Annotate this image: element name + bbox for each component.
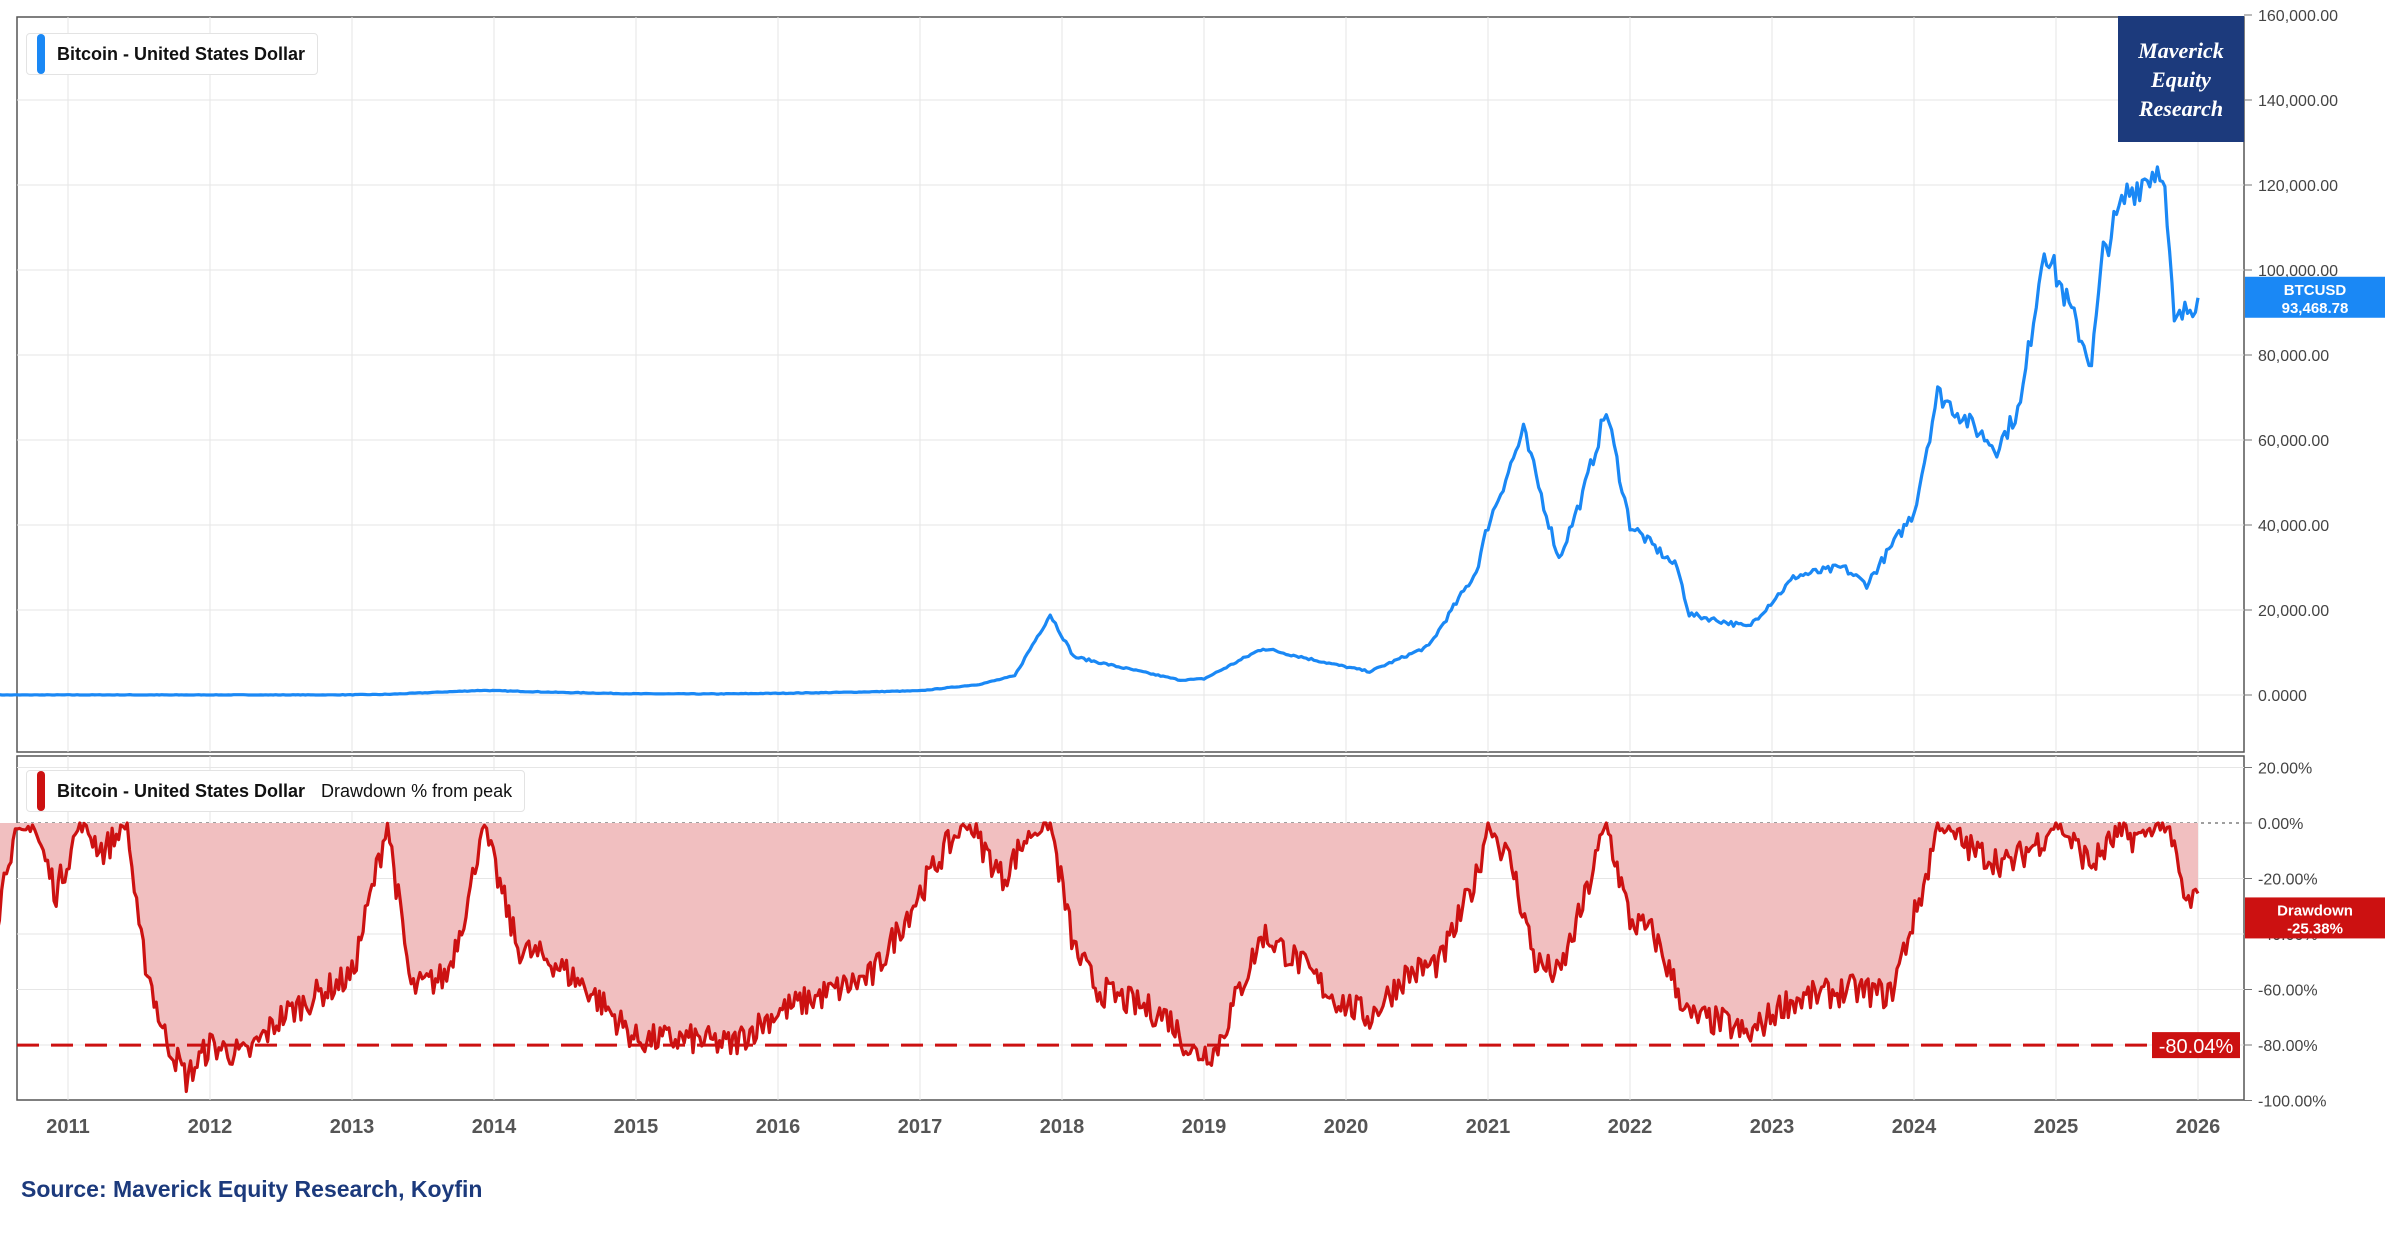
x-tick-label-2014: 2014 bbox=[472, 1116, 517, 1138]
drawdown-legend-metric: Drawdown % from peak bbox=[321, 780, 513, 801]
price-last-badge-value: 93,468.78 bbox=[2282, 300, 2349, 317]
drawdown-line bbox=[0, 821, 2200, 1094]
drawdown-legend-swatch bbox=[37, 771, 45, 811]
x-tick-label-2012: 2012 bbox=[188, 1116, 233, 1138]
y-tick-label-drawdown-4: -60.00% bbox=[2258, 983, 2318, 1000]
x-tick-label-2017: 2017 bbox=[898, 1116, 943, 1138]
x-tick-label-2024: 2024 bbox=[1892, 1116, 1937, 1138]
y-tick-label-drawdown-2: -20.00% bbox=[2258, 872, 2318, 889]
x-tick-label-2019: 2019 bbox=[1182, 1116, 1227, 1138]
drawdown-area bbox=[0, 823, 2198, 1092]
x-tick-label-2020: 2020 bbox=[1324, 1116, 1369, 1138]
maverick-logo: Maverick Equity Research bbox=[2118, 16, 2244, 142]
y-tick-label-price-2: 40,000.00 bbox=[2258, 518, 2329, 535]
price-last-badge bbox=[2245, 276, 2385, 318]
y-tick-label-drawdown-0: 20.00% bbox=[2258, 761, 2312, 778]
source-caption: Source: Maverick Equity Research, Koyfin bbox=[21, 1176, 483, 1202]
logo-line-3: Research bbox=[2138, 95, 2224, 121]
y-tick-label-price-0: 0.0000 bbox=[2258, 688, 2307, 705]
y-tick-label-price-6: 120,000.00 bbox=[2258, 178, 2338, 195]
drawdown-last-badge-name: Drawdown bbox=[2277, 902, 2353, 919]
y-tick-label-drawdown-1: 0.00% bbox=[2258, 816, 2303, 833]
logo-line-2: Equity bbox=[2151, 66, 2211, 92]
price-line bbox=[0, 165, 2200, 697]
drawdown-legend[interactable]: Bitcoin - United States Dollar Drawdown … bbox=[26, 770, 526, 812]
drawdown-last-badge bbox=[2245, 897, 2385, 939]
x-tick-label-2016: 2016 bbox=[756, 1116, 801, 1138]
y-tick-label-drawdown-6: -100.00% bbox=[2258, 1094, 2327, 1111]
price-legend-label: Bitcoin - United States Dollar bbox=[57, 43, 306, 64]
x-tick-label-2011: 2011 bbox=[46, 1116, 89, 1138]
drawdown-last-badge-value: -25.38% bbox=[2287, 920, 2343, 937]
x-tick-label-2018: 2018 bbox=[1040, 1116, 1085, 1138]
y-tick-label-price-8: 160,000.00 bbox=[2258, 8, 2338, 25]
logo-line-1: Maverick bbox=[2138, 37, 2224, 63]
x-tick-label-2021: 2021 bbox=[1466, 1116, 1511, 1138]
x-tick-label-2025: 2025 bbox=[2034, 1116, 2079, 1138]
y-tick-label-price-1: 20,000.00 bbox=[2258, 603, 2329, 620]
x-tick-label-2022: 2022 bbox=[1608, 1116, 1653, 1138]
x-tick-label-2013: 2013 bbox=[330, 1116, 375, 1138]
x-tick-label-2015: 2015 bbox=[614, 1116, 659, 1138]
price-last-badge-name: BTCUSD bbox=[2284, 282, 2347, 299]
drawdown-legend-label: Bitcoin - United States Dollar bbox=[57, 780, 306, 801]
y-tick-label-price-7: 140,000.00 bbox=[2258, 93, 2338, 110]
y-tick-label-price-3: 60,000.00 bbox=[2258, 433, 2329, 450]
x-tick-label-2026: 2026 bbox=[2176, 1116, 2221, 1138]
price-legend[interactable]: Bitcoin - United States Dollar bbox=[26, 33, 319, 75]
reference-line-label: -80.04% bbox=[2159, 1036, 2234, 1058]
y-tick-label-price-4: 80,000.00 bbox=[2258, 348, 2329, 365]
reference-line-badge bbox=[2152, 1032, 2240, 1059]
price-legend-swatch bbox=[37, 34, 45, 74]
y-tick-label-price-5: 100,000.00 bbox=[2258, 263, 2338, 280]
y-tick-label-drawdown-5: -80.00% bbox=[2258, 1038, 2318, 1055]
x-tick-label-2023: 2023 bbox=[1750, 1116, 1795, 1138]
price-panel-frame bbox=[16, 16, 2245, 753]
